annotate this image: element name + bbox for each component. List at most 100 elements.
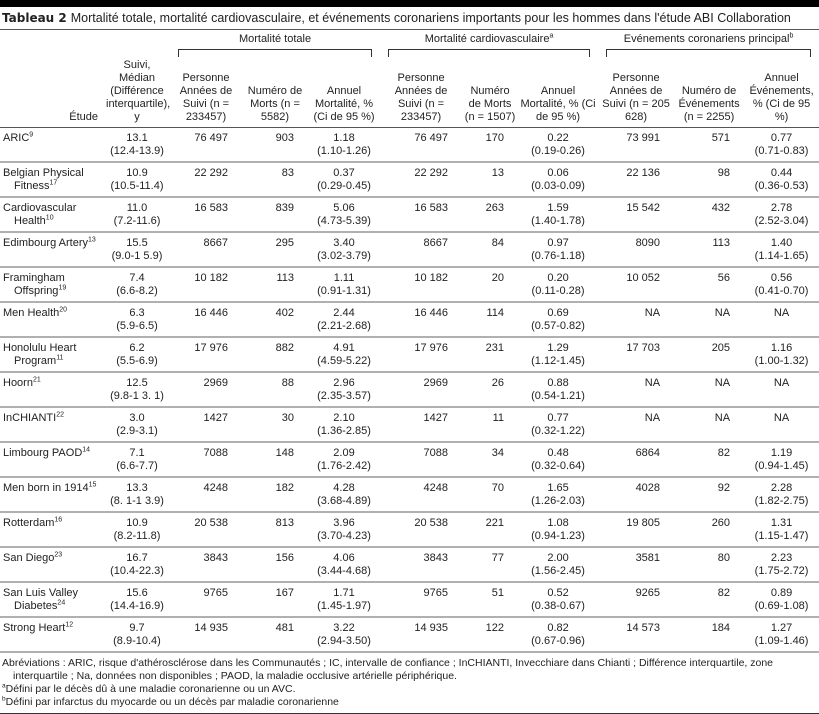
- col-cardio-deaths: Numéro de Morts (n = 1507): [464, 85, 516, 123]
- cell-coronary-rate: NA: [773, 412, 790, 424]
- cell-followup: 3.0 (2.9-3.1): [116, 412, 158, 437]
- cell-coronary-person-years: NA: [644, 377, 661, 389]
- table-row: Framingham Offspring19 7.4 (6.6-8.2) 10 182…: [0, 267, 819, 302]
- cell-cardio-person-years: 22 292: [414, 167, 449, 179]
- cell-cardio-deaths: 84: [491, 237, 505, 249]
- cell-coronary-events: 80: [717, 552, 731, 564]
- col-coronary-events: Numéro de Événements (n = 2255): [678, 85, 740, 123]
- cell-coronary-person-years: 6864: [635, 447, 661, 459]
- cell-followup: 10.9 (10.5-11.4): [110, 167, 164, 192]
- cell-study: InCHIANTI22: [3, 411, 64, 424]
- cell-coronary-person-years: NA: [644, 307, 661, 319]
- cell-coronary-events: 113: [712, 237, 731, 249]
- cell-total-rate: 1.18 (1.10-1.26): [317, 132, 371, 157]
- cell-total-rate: 1.11 (0.91-1.31): [317, 272, 371, 297]
- cell-total-rate: 4.91 (4.59-5.22): [317, 342, 371, 367]
- cell-cardio-deaths: 70: [491, 482, 505, 494]
- table-row: San Diego23 16.7 (10.4-22.3) 3843 156 4.06 (3.…: [0, 547, 819, 582]
- cell-cardio-person-years: 10 182: [414, 272, 449, 284]
- cell-cardio-person-years: 76 497: [414, 132, 449, 144]
- cell-coronary-person-years: 9265: [635, 587, 661, 599]
- cell-followup: 13.1 (12.4-13.9): [110, 132, 164, 157]
- cell-total-person-years: 3843: [203, 552, 228, 564]
- cell-cardio-rate: 2.00 (1.56-2.45): [531, 552, 585, 577]
- cell-study: San Diego23: [3, 551, 63, 564]
- cell-cardio-person-years: 16 446: [414, 307, 449, 319]
- cell-cardio-rate: 1.59 (1.40-1.78): [531, 202, 585, 227]
- cell-cardio-deaths: 231: [485, 342, 505, 354]
- cell-cardio-deaths: 20: [491, 272, 505, 284]
- cell-followup: 6.2 (5.5-6.9): [116, 342, 158, 367]
- cell-cardio-deaths: 122: [485, 622, 505, 634]
- cell-total-person-years: 7088: [203, 447, 228, 459]
- cell-cardio-person-years: 2969: [423, 377, 449, 389]
- cell-total-person-years: 22 292: [194, 167, 228, 179]
- cell-cardio-person-years: 17 976: [414, 342, 449, 354]
- table-row: Belgian Physical Fitness17 10.9 (10.5-11.4…: [0, 162, 819, 197]
- cell-coronary-rate: NA: [773, 377, 790, 389]
- cell-total-rate: 5.06 (4.73-5.39): [317, 202, 371, 227]
- group-header-total: Mortalité totale: [170, 30, 380, 59]
- cell-total-deaths: 167: [275, 587, 294, 599]
- table-caption: Tableau 2 Mortalité totale, mortalité car…: [0, 7, 819, 30]
- cell-study: Honolulu Heart Program11: [3, 342, 77, 367]
- cell-coronary-events: 98: [717, 167, 731, 179]
- cell-study: Cardiovascular Health10: [3, 202, 77, 227]
- table-row: Limbourg PAOD14 7.1 (6.6-7.7) 7088 148 2.09 (1…: [0, 442, 819, 477]
- cell-total-person-years: 76 497: [194, 132, 228, 144]
- cell-cardio-rate: 0.97 (0.76-1.18): [531, 237, 585, 262]
- cell-total-person-years: 16 446: [194, 307, 228, 319]
- cell-coronary-rate: NA: [773, 307, 790, 319]
- cell-coronary-events: 432: [711, 202, 731, 214]
- cell-coronary-events: 205: [711, 342, 731, 354]
- cell-coronary-events: 82: [717, 587, 731, 599]
- cell-cardio-deaths: 77: [491, 552, 505, 564]
- cell-total-rate: 4.06 (3.44-4.68): [317, 552, 371, 577]
- cell-cardio-rate: 0.52 (0.38-0.67): [531, 587, 585, 612]
- cell-cardio-person-years: 9765: [423, 587, 449, 599]
- cell-total-deaths: 813: [275, 517, 294, 529]
- cell-cardio-person-years: 20 538: [414, 517, 449, 529]
- col-coronary-py: Personne Années de Suivi (n = 205 628): [602, 72, 670, 123]
- cell-total-person-years: 14 935: [194, 622, 228, 634]
- cell-coronary-person-years: 8090: [635, 237, 661, 249]
- cell-coronary-events: 56: [717, 272, 731, 284]
- cell-cardio-rate: 1.08 (0.94-1.23): [531, 517, 585, 542]
- cell-coronary-rate: 0.44 (0.36-0.53): [754, 167, 809, 192]
- cell-total-rate: 3.22 (2.94-3.50): [317, 622, 371, 647]
- cell-cardio-rate: 0.77 (0.32-1.22): [531, 412, 585, 437]
- cell-total-person-years: 20 538: [194, 517, 228, 529]
- footnote-b: bDéfini par infarctus du myocarde ou un …: [2, 695, 339, 708]
- col-coronary-rate: Annuel Événements, % (Ci de 95 %): [749, 72, 814, 123]
- cell-total-person-years: 4248: [203, 482, 228, 494]
- cell-coronary-events: NA: [714, 377, 731, 389]
- cell-total-rate: 0.37 (0.29-0.45): [317, 167, 371, 192]
- cell-study: Rotterdam16: [3, 516, 63, 529]
- cell-total-rate: 2.44 (2.21-2.68): [317, 307, 371, 332]
- table-row: Men Health20 6.3 (5.9-6.5) 16 446 402 2.44 (2.…: [0, 302, 819, 337]
- cell-followup: 12.5 (9.8-1 3. 1): [110, 377, 164, 402]
- top-rule: [0, 0, 819, 7]
- cell-coronary-person-years: 15 542: [626, 202, 661, 214]
- cell-total-deaths: 88: [281, 377, 294, 389]
- cell-study: San Luis Valley Diabetes24: [3, 587, 79, 612]
- cell-total-rate: 3.96 (3.70-4.23): [317, 517, 371, 542]
- cell-total-deaths: 30: [281, 412, 294, 424]
- cell-coronary-person-years: 4028: [635, 482, 661, 494]
- group-header-cardio: Mortalité cardiovasculairea: [380, 30, 598, 59]
- cell-cardio-person-years: 1427: [423, 412, 449, 424]
- cell-study: ARIC9: [3, 131, 34, 144]
- cell-cardio-deaths: 263: [485, 202, 505, 214]
- cell-total-person-years: 16 583: [194, 202, 228, 214]
- cell-total-deaths: 113: [276, 272, 294, 284]
- cell-coronary-events: 92: [717, 482, 731, 494]
- cell-total-rate: 2.09 (1.76-2.42): [317, 447, 371, 472]
- cell-total-deaths: 295: [275, 237, 294, 249]
- cell-coronary-rate: 1.16 (1.00-1.32): [754, 342, 809, 367]
- cell-study: Belgian Physical Fitness17: [3, 167, 84, 192]
- cell-followup: 9.7 (8.9-10.4): [113, 622, 161, 647]
- table-row: Rotterdam16 10.9 (8.2-11.8) 20 538 813 3.96 (3…: [0, 512, 819, 547]
- cell-total-person-years: 17 976: [194, 342, 228, 354]
- cell-cardio-deaths: 170: [485, 132, 505, 144]
- footnote-a: aDéfini par le décès dû à une maladie co…: [2, 682, 296, 695]
